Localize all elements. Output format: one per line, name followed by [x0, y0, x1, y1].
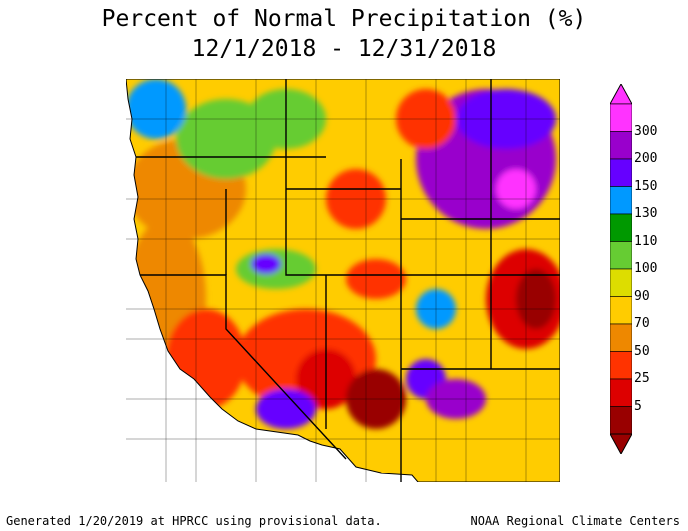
legend-swatch — [609, 158, 633, 187]
legend-swatch — [609, 296, 633, 325]
legend-label: 200 — [634, 151, 658, 166]
legend-label: 50 — [634, 343, 650, 359]
color-scale-legend: 300 200 150 130 110 100 90 70 50 25 5 — [609, 82, 680, 456]
map-title: Percent of Normal Precipitation (%) — [101, 6, 587, 32]
precipitation-field — [126, 79, 560, 482]
legend-label: 25 — [634, 371, 650, 386]
legend-label: 110 — [634, 233, 658, 249]
legend-swatch — [609, 186, 633, 215]
legend-arrow-bottom — [609, 433, 633, 456]
legend-swatch — [609, 351, 633, 380]
legend-swatch — [609, 323, 633, 352]
footer-generated-note: Generated 1/20/2019 at HPRCC using provi… — [6, 514, 382, 528]
legend-swatch — [609, 268, 633, 297]
legend-label: 90 — [634, 288, 650, 304]
county-boundaries — [126, 79, 560, 482]
legend-label: 130 — [634, 206, 658, 221]
precipitation-map — [125, 78, 561, 483]
legend-swatch — [609, 213, 633, 242]
legend-swatch — [609, 241, 633, 270]
state-boundaries — [136, 79, 560, 482]
footer-credit: NOAA Regional Climate Centers — [470, 514, 680, 528]
legend-swatch — [609, 378, 633, 407]
legend-swatch — [609, 131, 633, 160]
legend-label: 300 — [634, 123, 658, 139]
legend-label: 150 — [634, 178, 658, 194]
legend-arrow-top — [609, 82, 633, 105]
legend-label: 100 — [634, 261, 658, 276]
legend-swatch — [609, 103, 633, 132]
legend-label: 70 — [634, 316, 650, 331]
legend-label: 5 — [634, 398, 642, 414]
legend-swatch — [609, 406, 633, 435]
map-date-range: 12/1/2018 - 12/31/2018 — [191, 36, 497, 62]
